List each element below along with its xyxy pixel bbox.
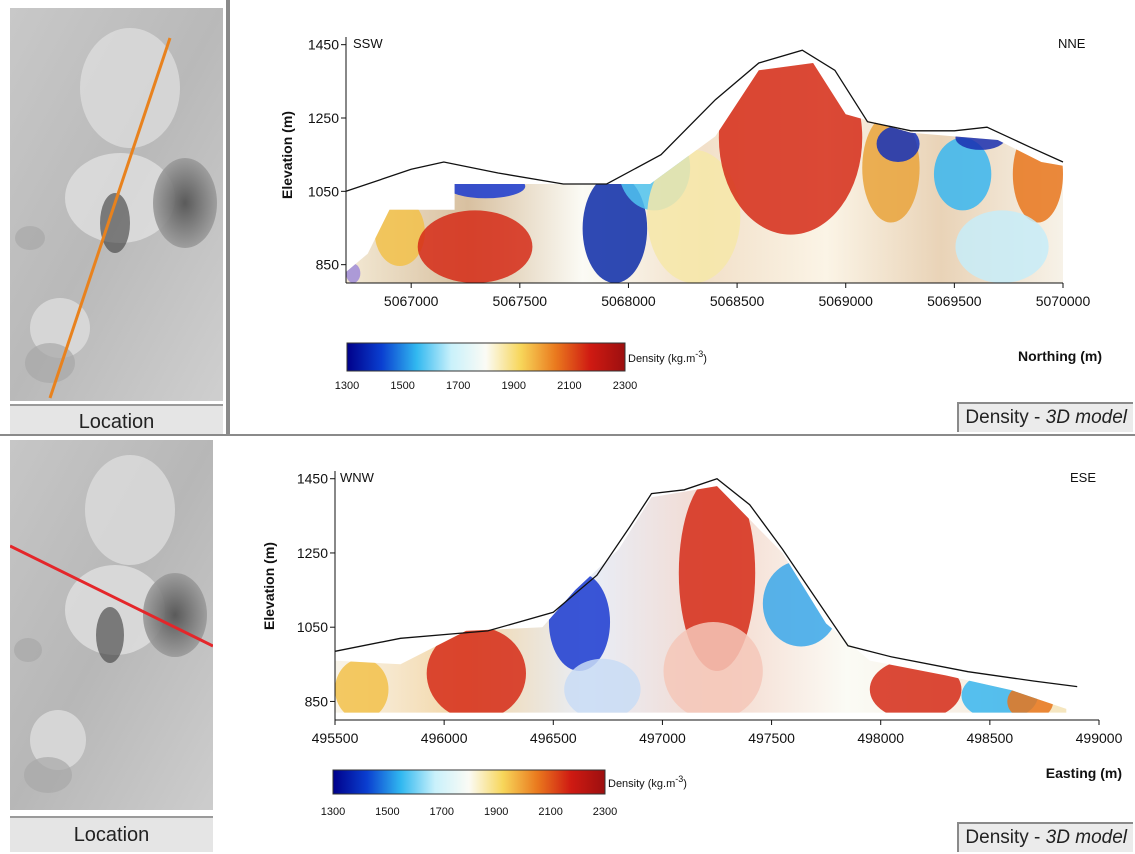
- colorbar-gradient: [332, 769, 606, 795]
- density-fill: [335, 486, 1067, 713]
- density-patch: [678, 486, 756, 671]
- density-patch: [346, 263, 361, 283]
- direction-right: ESE: [1070, 470, 1096, 485]
- colorbar-tick-label: 1300: [335, 380, 359, 392]
- model-label: Density - 3D model: [957, 402, 1133, 432]
- colorbar-tick-label: 2100: [538, 806, 562, 818]
- y-tick-label: 1050: [308, 183, 339, 199]
- density-patch: [869, 658, 962, 713]
- colorbar-tick-label: 1500: [390, 380, 414, 392]
- density-patch: [933, 137, 992, 211]
- direction-left: SSW: [353, 36, 383, 51]
- y-axis-title: Elevation (m): [261, 542, 277, 630]
- density-patch: [876, 125, 920, 162]
- y-tick-label: 1250: [297, 545, 328, 561]
- y-tick-label: 850: [316, 257, 340, 273]
- topography-line: [334, 477, 1078, 688]
- x-tick-label: 5070000: [1036, 293, 1091, 309]
- direction-left: WNW: [340, 470, 375, 485]
- density-patch: [548, 573, 611, 671]
- model-label-italic: 3D model: [1045, 407, 1127, 428]
- direction-right: NNE: [1058, 36, 1086, 51]
- density-patch: [417, 210, 533, 283]
- density-section-chart-1: 850 1050 1250 1450 5067000 5067500 5068000 5068…: [279, 36, 1102, 392]
- x-tick-label: 5068500: [710, 293, 765, 309]
- y-tick-label: 1450: [297, 471, 328, 487]
- colorbar: 1300 1500 1700 1900 2100 2300 Density (kg.m-3): [335, 342, 707, 392]
- density-patch: [955, 210, 1049, 283]
- location-map: [10, 8, 223, 401]
- colorbar-tick-label: 2300: [613, 380, 637, 392]
- colorbar-tick-label: 1700: [446, 380, 470, 392]
- axes: 850 1050 1250 1450 5067000 5067500 5068000 5068…: [308, 37, 1091, 309]
- model-label-main: Density -: [965, 827, 1046, 848]
- x-axis-title: Northing (m): [1018, 348, 1102, 364]
- hillshade-map: [10, 8, 223, 401]
- x-axis-title: Easting (m): [1046, 765, 1122, 781]
- x-tick-label: 5067500: [493, 293, 548, 309]
- x-tick-label: 495500: [312, 730, 359, 746]
- colorbar-tick-label: 1900: [502, 380, 526, 392]
- density-section-chart-2: 850 1050 1250 1450 495500 496000 496500 497000 4…: [261, 470, 1123, 818]
- location-map: [10, 440, 213, 810]
- density-patch: [446, 174, 526, 199]
- y-tick-label: 850: [305, 693, 329, 709]
- x-tick-label: 498500: [966, 730, 1013, 746]
- colorbar-tick-label: 2100: [557, 380, 581, 392]
- hillshade-map: [10, 440, 213, 810]
- y-axis-title: Elevation (m): [279, 111, 295, 199]
- axes: 850 1050 1250 1450 495500 496000 496500 497000 4…: [297, 471, 1123, 746]
- colorbar-tick-label: 1300: [321, 806, 345, 818]
- colorbar-label: Density (kg.m-3): [628, 349, 707, 365]
- panel-ssw-nne: Location 850 1050 1250 1450 5067000 5067500 50…: [10, 0, 1133, 438]
- density-patch: [1012, 125, 1063, 223]
- colorbar-label: Density (kg.m-3): [608, 774, 687, 790]
- location-label: Location: [10, 404, 223, 438]
- model-label-main: Density -: [965, 407, 1046, 428]
- density-patch: [647, 149, 741, 283]
- x-tick-label: 496000: [421, 730, 468, 746]
- density-patch: [564, 658, 641, 713]
- x-tick-label: 5069000: [818, 293, 873, 309]
- colorbar-tick-label: 2300: [593, 806, 617, 818]
- model-label-italic: 3D model: [1045, 827, 1127, 848]
- density-fill: [346, 63, 1063, 283]
- divider: [226, 0, 230, 434]
- colorbar-tick-label: 1900: [484, 806, 508, 818]
- x-tick-label: 5068000: [601, 293, 656, 309]
- x-tick-label: 5067000: [384, 293, 439, 309]
- profile-line: [48, 37, 172, 399]
- y-tick-label: 1250: [308, 110, 339, 126]
- location-label: Location: [10, 816, 213, 852]
- colorbar-tick-label: 1500: [375, 806, 399, 818]
- density-patch: [374, 198, 425, 267]
- colorbar-gradient: [346, 342, 626, 372]
- density-patch: [1007, 683, 1054, 713]
- x-tick-label: 497000: [639, 730, 686, 746]
- colorbar-tick-label: 1700: [430, 806, 454, 818]
- colorbar: 1300 1500 1700 1900 2100 2300 Density (kg.m-3): [321, 769, 687, 818]
- density-patch: [718, 63, 863, 235]
- density-patch: [335, 658, 389, 713]
- x-tick-label: 498000: [857, 730, 904, 746]
- profile-line: [10, 544, 213, 648]
- x-tick-label: 497500: [748, 730, 795, 746]
- panel-wnw-ese: Location 850 1050 1250 1450 495500 496000 4965…: [0, 434, 1135, 854]
- x-tick-label: 499000: [1076, 730, 1123, 746]
- density-patch: [582, 174, 648, 283]
- density-patch: [663, 622, 763, 713]
- density-patch: [762, 560, 840, 647]
- x-tick-label: 5069500: [927, 293, 982, 309]
- density-patch: [426, 626, 526, 713]
- model-label: Density - 3D model: [957, 822, 1133, 852]
- x-tick-label: 496500: [530, 730, 577, 746]
- y-tick-label: 1450: [308, 37, 339, 53]
- topography-line: [345, 49, 1064, 192]
- y-tick-label: 1050: [297, 619, 328, 635]
